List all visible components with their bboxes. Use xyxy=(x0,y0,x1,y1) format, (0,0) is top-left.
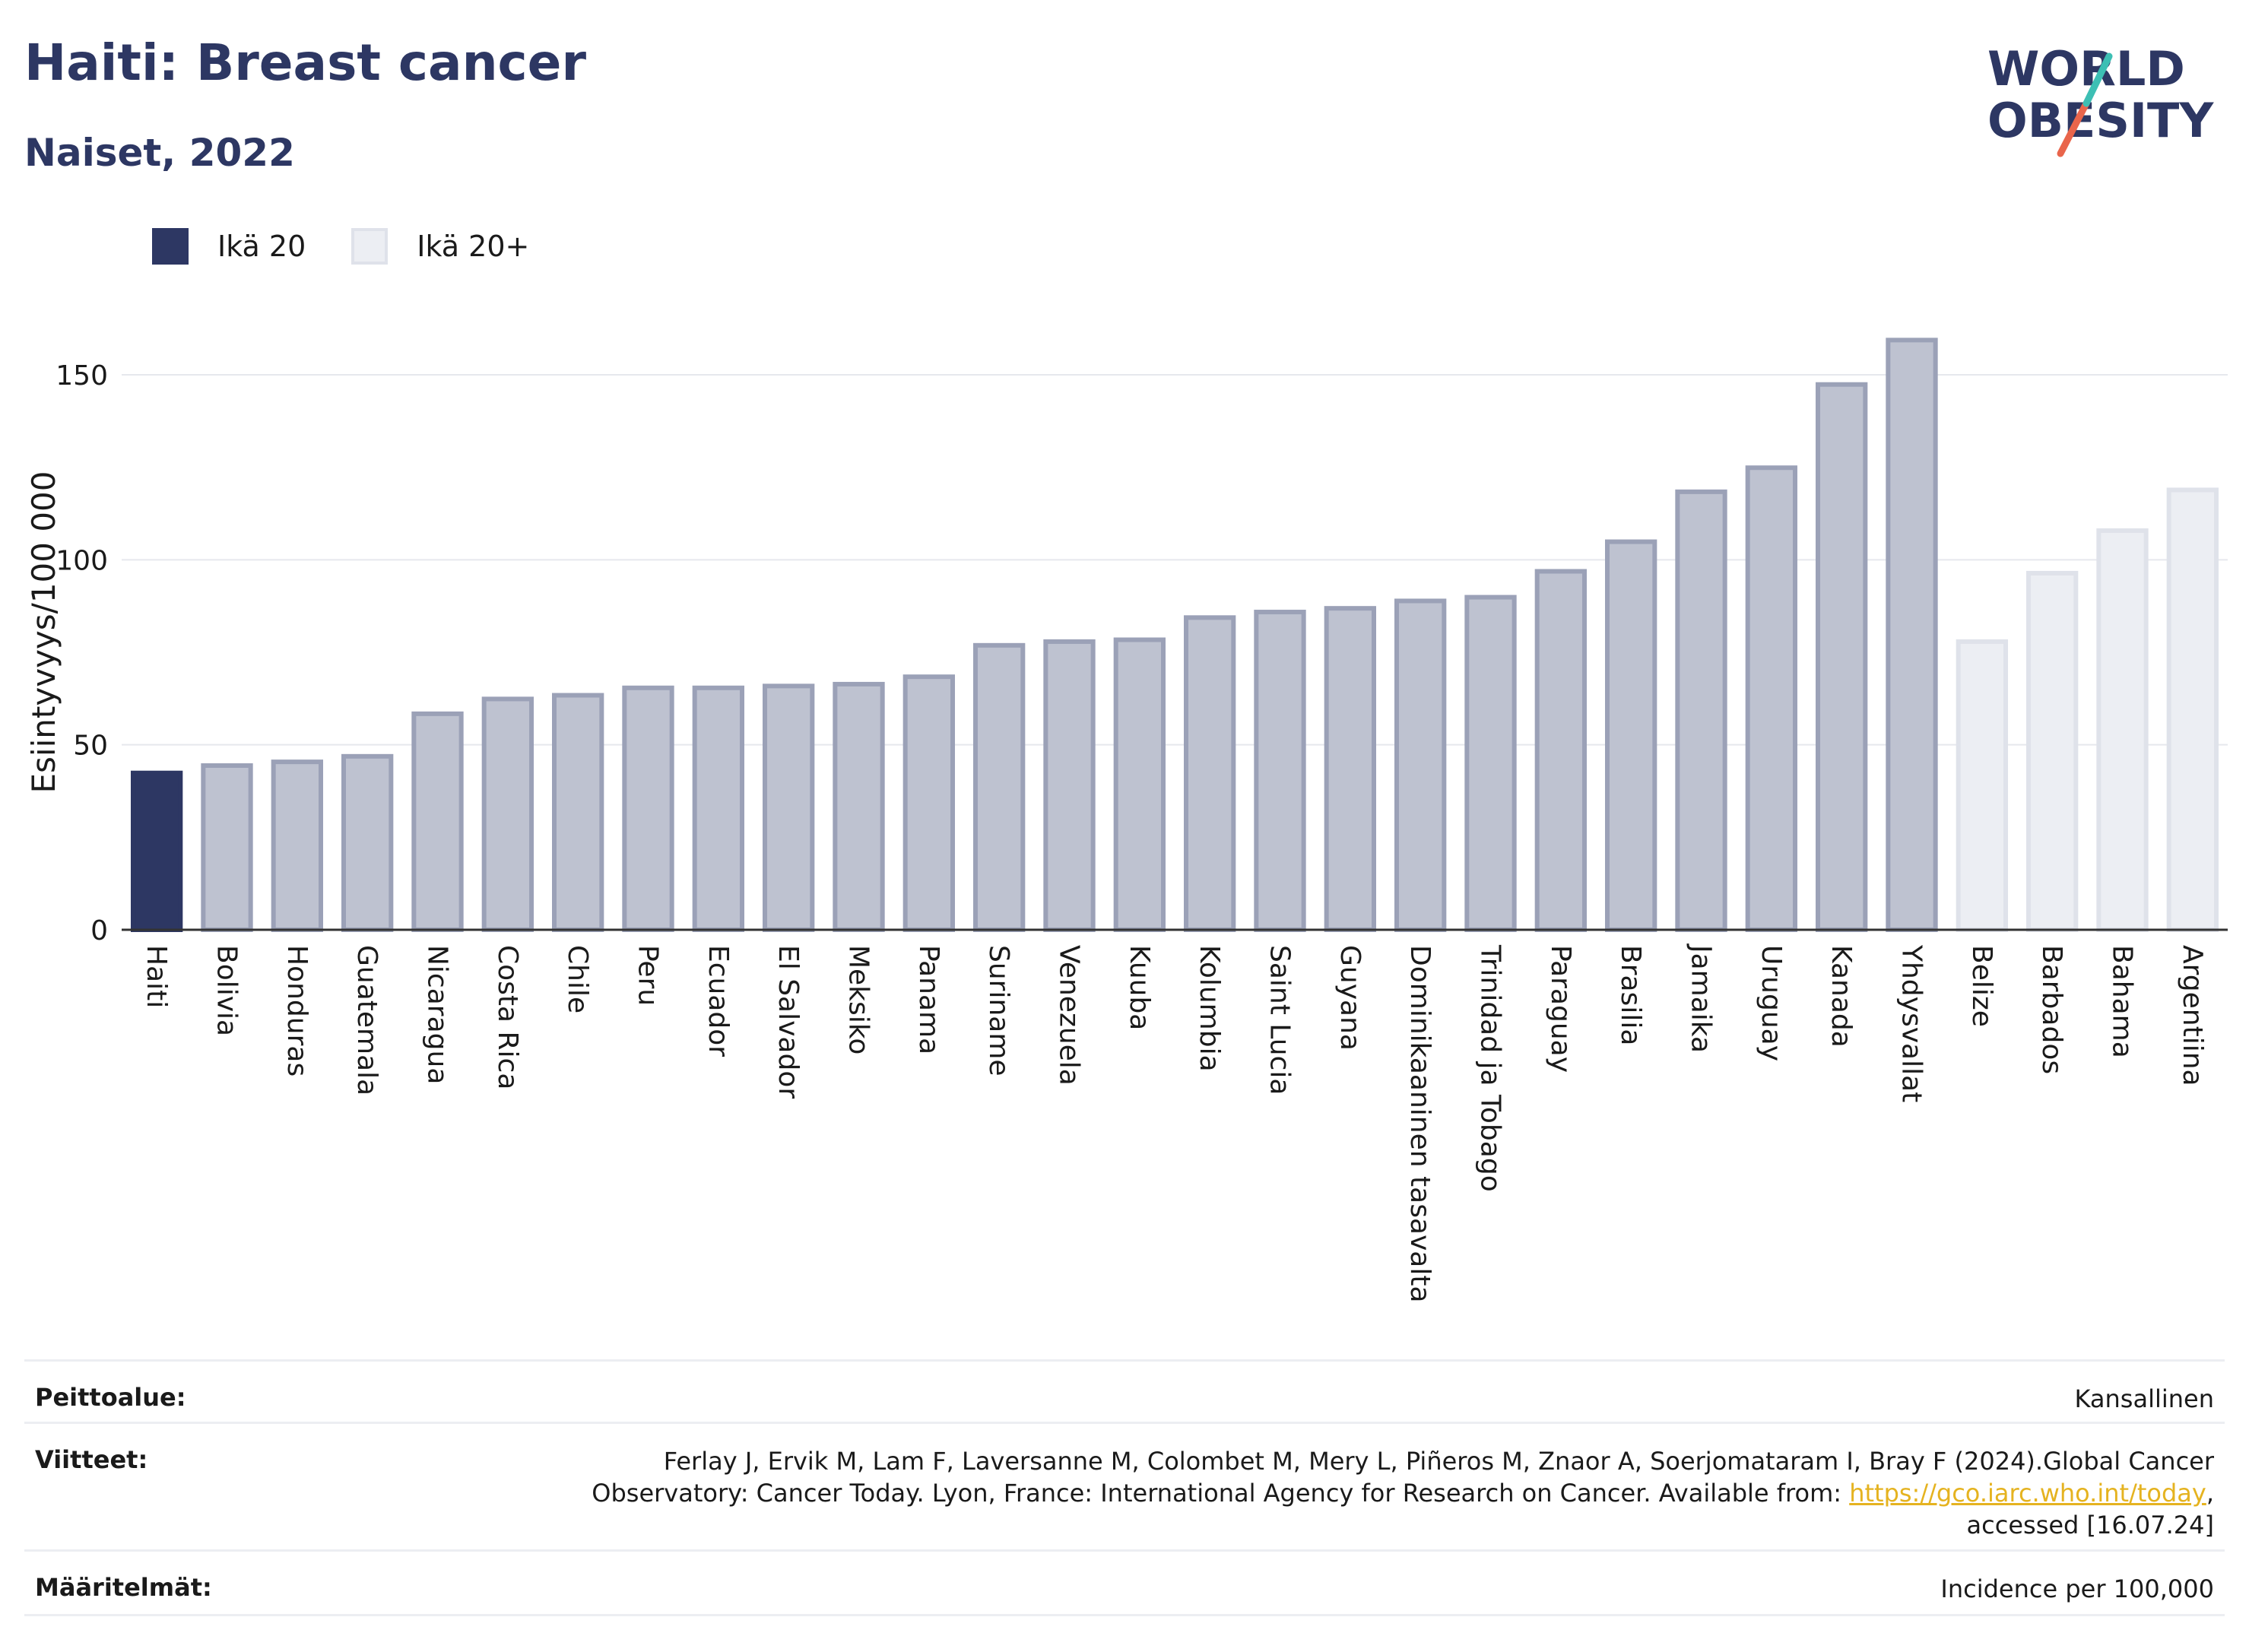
x-tick-label: Kolumbia xyxy=(1194,945,1225,1072)
bar-bahama xyxy=(2096,528,2149,932)
y-tick-label: 50 xyxy=(73,731,108,762)
grid-layer xyxy=(122,374,2228,746)
references-line2: Observatory: Cancer Today. Lyon, France:… xyxy=(592,1477,2214,1509)
bar-meksiko xyxy=(833,681,885,933)
x-tick-label: Brasilia xyxy=(1615,945,1646,1045)
x-tick-label: Kuuba xyxy=(1124,945,1155,1030)
bar-venezuela xyxy=(1043,639,1096,932)
y-tick-label: 150 xyxy=(56,360,108,392)
coverage-key: Peittoalue: xyxy=(35,1383,186,1412)
y-tick-label: 0 xyxy=(90,915,108,946)
references-line3: accessed [16.07.24] xyxy=(1966,1511,2214,1539)
references-line2-end: , xyxy=(2206,1479,2214,1508)
legend-swatch-dark xyxy=(152,228,189,265)
x-tick-label: Suriname xyxy=(983,945,1014,1076)
legend-label: Ikä 20+ xyxy=(417,230,530,263)
bar-chile xyxy=(552,693,604,932)
bar-argentiina xyxy=(2166,487,2219,932)
x-tick-label: Chile xyxy=(562,945,593,1013)
references-key: Viitteet: xyxy=(35,1445,148,1474)
x-tick-label: Venezuela xyxy=(1054,945,1085,1086)
x-tick-label: Yhdysvallat xyxy=(1896,944,1927,1102)
bar-costa-rica xyxy=(481,696,534,933)
bar-brasilia xyxy=(1605,539,1657,932)
bar-guatemala xyxy=(341,753,394,932)
bar-yhdysvallat xyxy=(1886,338,1938,933)
legend-label: Ikä 20 xyxy=(217,230,306,263)
meta-row-references: Viitteet: Ferlay J, Ervik M, Lam F, Lave… xyxy=(24,1422,2225,1552)
x-tick-label: Bolivia xyxy=(211,945,243,1036)
x-tick-label: Jamaika xyxy=(1686,943,1717,1053)
x-tick-label: Guatemala xyxy=(351,945,382,1096)
x-tick-label: Paraguay xyxy=(1545,945,1576,1073)
references-value: Ferlay J, Ervik M, Lam F, Laversanne M, … xyxy=(592,1445,2214,1541)
legend-item-age20plus: Ikä 20+ xyxy=(351,228,529,265)
bar-layer xyxy=(131,338,2219,933)
bar-barbados xyxy=(2026,570,2079,933)
bar-bolivia xyxy=(201,763,253,932)
bar-peru xyxy=(622,685,674,932)
x-tick-label: Saint Lucia xyxy=(1264,945,1296,1095)
x-tick-label: Guyana xyxy=(1334,945,1366,1051)
logo-line2: OBESITY xyxy=(1987,93,2214,148)
world-obesity-logo: WORLD OBESITY xyxy=(1987,41,2214,157)
references-line2-text: Observatory: Cancer Today. Lyon, France:… xyxy=(592,1479,1850,1508)
bar-trinidad-ja-tobago xyxy=(1464,595,1517,932)
bar-haiti xyxy=(131,770,183,932)
x-tick-label: Kanada xyxy=(1826,945,1857,1048)
bar-panama xyxy=(902,674,955,932)
bar-kuuba xyxy=(1113,637,1166,932)
x-tick-label: Panama xyxy=(913,945,944,1054)
x-tick-label: Trinidad ja Tobago xyxy=(1475,944,1506,1192)
bar-kanada xyxy=(1816,382,1868,932)
metadata-table: Peittoalue: Kansallinen Viitteet: Ferlay… xyxy=(24,1359,2225,1618)
x-tick-label: Argentiina xyxy=(2177,945,2208,1086)
definitions-value: Incidence per 100,000 xyxy=(1940,1574,2214,1603)
meta-row-definitions: Määritelmät: Incidence per 100,000 xyxy=(24,1549,2225,1616)
definitions-key: Määritelmät: xyxy=(35,1573,212,1602)
bar-jamaika xyxy=(1675,489,1727,932)
x-tick-label: Uruguay xyxy=(1756,945,1787,1061)
bar-suriname xyxy=(973,642,1026,932)
x-tick-label: Bahama xyxy=(2107,945,2138,1058)
x-tick-label: Meksiko xyxy=(843,945,874,1054)
x-tick-label: Honduras xyxy=(281,945,312,1076)
bar-guyana xyxy=(1324,606,1376,933)
bar-dominikaaninen-tasavalta xyxy=(1394,598,1447,933)
bar-chart: 0 50 100 150 Haiti Bolivia Honduras Guatemala Ni… xyxy=(25,338,2228,1303)
bar-saint-lucia xyxy=(1254,610,1306,932)
references-link[interactable]: https://gco.iarc.who.int/today xyxy=(1849,1479,2206,1508)
legend-item-age20: Ikä 20 xyxy=(152,228,306,265)
x-tick-label: El Salvador xyxy=(772,945,804,1099)
bar-paraguay xyxy=(1534,569,1587,932)
coverage-value: Kansallinen xyxy=(2074,1384,2214,1413)
bar-el-salvador xyxy=(763,683,815,932)
bar-kolumbia xyxy=(1184,615,1236,932)
x-tick-label: Ecuador xyxy=(703,945,734,1057)
x-tick-label: Costa Rica xyxy=(492,945,523,1089)
page-title: Haiti: Breast cancer xyxy=(24,33,586,92)
x-tick-label: Belize xyxy=(1966,945,1997,1027)
bar-nicaragua xyxy=(411,711,464,932)
label-layer: 0 50 100 150 Haiti Bolivia Honduras Guatemala Ni… xyxy=(25,360,2208,1303)
y-axis-title: Esiintyvyys/100 000 xyxy=(25,471,62,794)
bar-belize xyxy=(1956,639,2008,932)
legend-swatch-light xyxy=(351,228,389,265)
page-subtitle: Naiset, 2022 xyxy=(24,131,295,175)
x-tick-label: Barbados xyxy=(2036,945,2067,1074)
x-tick-label: Nicaragua xyxy=(422,945,453,1084)
references-line1: Ferlay J, Ervik M, Lam F, Laversanne M, … xyxy=(663,1447,2214,1476)
x-tick-label: Peru xyxy=(633,945,664,1006)
bar-honduras xyxy=(271,759,323,933)
bar-uruguay xyxy=(1745,465,1797,932)
bar-ecuador xyxy=(692,685,744,932)
chart-legend: Ikä 20 Ikä 20+ xyxy=(152,225,575,268)
x-tick-label: Haiti xyxy=(141,945,172,1008)
meta-row-coverage: Peittoalue: Kansallinen xyxy=(24,1359,2225,1424)
logo-line1: WORLD xyxy=(1987,41,2185,97)
y-tick-label: 100 xyxy=(56,545,108,576)
x-tick-label: Dominikaaninen tasavalta xyxy=(1404,945,1435,1303)
